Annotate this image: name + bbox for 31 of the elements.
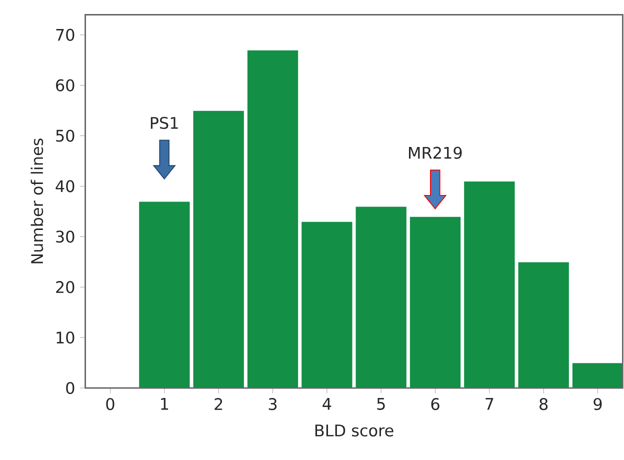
y-tick-label: 10 <box>56 331 74 344</box>
bar <box>301 222 353 388</box>
annotation: PS1 <box>150 116 178 129</box>
bar <box>572 362 624 388</box>
bar <box>518 262 570 388</box>
y-tick-label: 50 <box>56 130 74 142</box>
x-tick-label: 2 <box>214 398 222 410</box>
annotation: MR219 <box>408 146 462 159</box>
y-tick-label: 70 <box>56 28 74 41</box>
y-tick-label: 20 <box>56 281 74 294</box>
y-axis-title: Number of lines <box>30 138 44 264</box>
x-tick-label: 6 <box>431 398 440 410</box>
bar <box>464 181 516 388</box>
bar <box>410 216 461 388</box>
bar <box>138 201 190 388</box>
x-tick-label: 9 <box>594 398 602 410</box>
bar <box>247 50 298 388</box>
x-tick-label: 1 <box>161 398 168 410</box>
x-axis-title: BLD score <box>315 424 394 437</box>
y-tick-label: 30 <box>56 230 74 243</box>
bar <box>192 110 244 388</box>
y-tick-label: 0 <box>66 382 74 394</box>
x-tick-label: 0 <box>106 398 114 410</box>
y-tick-label: 40 <box>56 180 74 192</box>
x-tick-label: 7 <box>486 398 494 410</box>
x-tick-label: 4 <box>322 398 332 410</box>
x-tick-label: 8 <box>540 398 548 410</box>
y-tick-label: 60 <box>56 79 74 92</box>
x-tick-label: 5 <box>377 398 385 410</box>
bar <box>355 206 407 388</box>
x-tick-label: 3 <box>268 398 277 410</box>
